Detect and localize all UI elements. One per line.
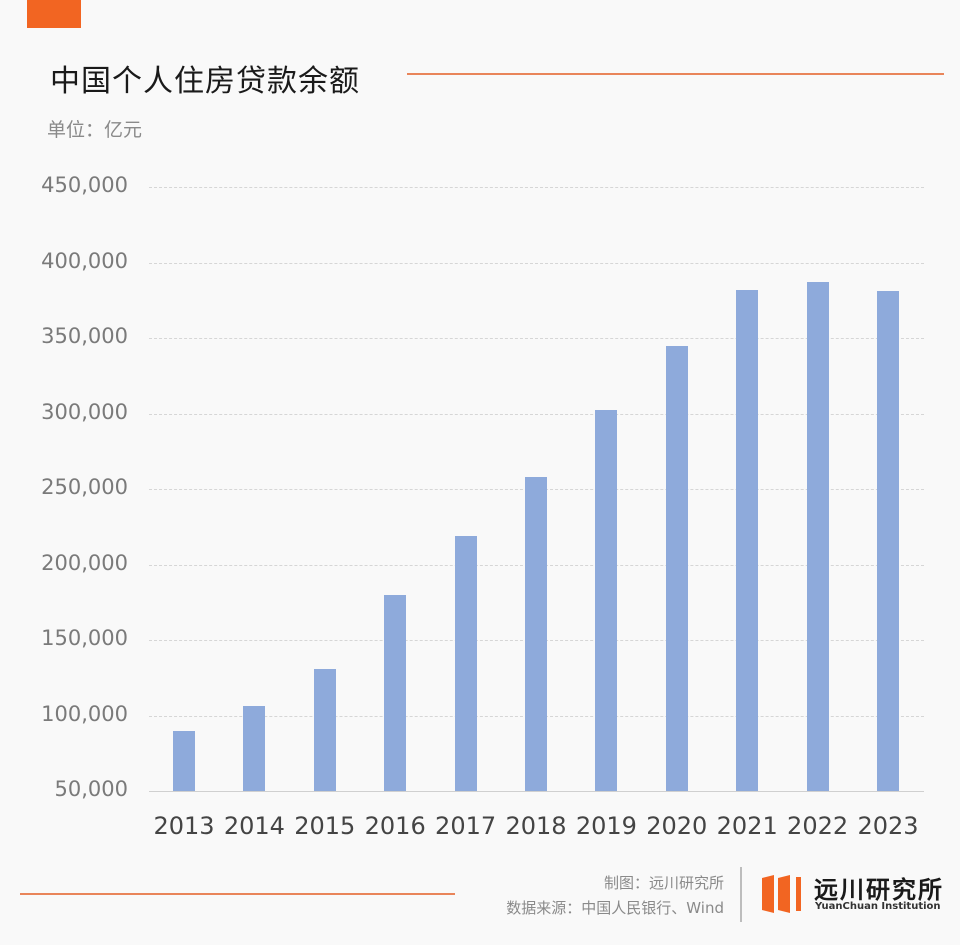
x-axis-tick-label: 2022 [787,812,849,840]
bar-2022 [806,282,829,791]
bottom-rule [20,893,455,895]
y-axis-tick-label: 300,000 [41,399,128,424]
logo-name-cn: 远川研究所 [814,876,944,904]
x-axis-tick-label: 2016 [364,812,426,840]
bar-2017 [454,535,477,791]
x-axis-baseline [149,791,924,792]
x-axis-tick-label: 2014 [223,812,285,840]
y-axis-tick-label: 150,000 [41,626,128,650]
y-axis-tick-label: 350,000 [41,324,128,348]
bar-2015 [313,668,336,791]
bar-2013 [173,730,195,791]
x-axis-tick-label: 2013 [153,812,215,840]
bar-2021 [736,289,759,791]
y-axis-tick-label: 100,000 [41,701,128,726]
x-axis-tick-label: 2015 [294,812,356,840]
chart-title: 中国个人住房贷款余额 [50,64,360,99]
y-axis-tick-label: 50,000 [54,777,128,801]
bar-2023 [877,291,899,791]
bar-2016 [384,594,407,791]
gridline [149,338,924,339]
gridline [149,187,924,188]
gridline [149,413,924,415]
corner-accent-block [27,0,81,28]
y-axis-tick-label: 250,000 [41,475,128,499]
bar-chart: 50,000 100,000 150,000 200,000 250,000 300,00… [41,173,924,840]
bar-2019 [595,410,618,791]
footer-divider [740,867,742,922]
unit-label: 单位：亿元 [47,119,143,141]
data-source: 数据来源：中国人民银行、Wind [506,899,724,917]
bar-2014 [243,706,266,791]
bar-2018 [525,476,547,791]
y-axis-tick-label: 200,000 [41,550,128,575]
x-axis-tick-label: 2018 [505,812,567,840]
yuanchuan-logo-icon [762,875,801,913]
x-axis-tick-label: 2019 [575,812,637,840]
made-by-credit: 制图：远川研究所 [603,874,724,892]
x-axis-tick-label: 2023 [857,812,919,840]
y-axis-tick-label: 450,000 [41,173,128,197]
x-axis-tick-label: 2017 [435,812,497,840]
x-axis-tick-label: 2020 [646,812,708,840]
logo-name-en: YuanChuan Institution [815,901,941,912]
bar-2020 [665,345,688,791]
gridline [149,262,924,264]
y-axis-tick-label: 400,000 [41,248,128,273]
x-axis-tick-label: 2021 [716,812,778,840]
title-rule [407,73,944,75]
